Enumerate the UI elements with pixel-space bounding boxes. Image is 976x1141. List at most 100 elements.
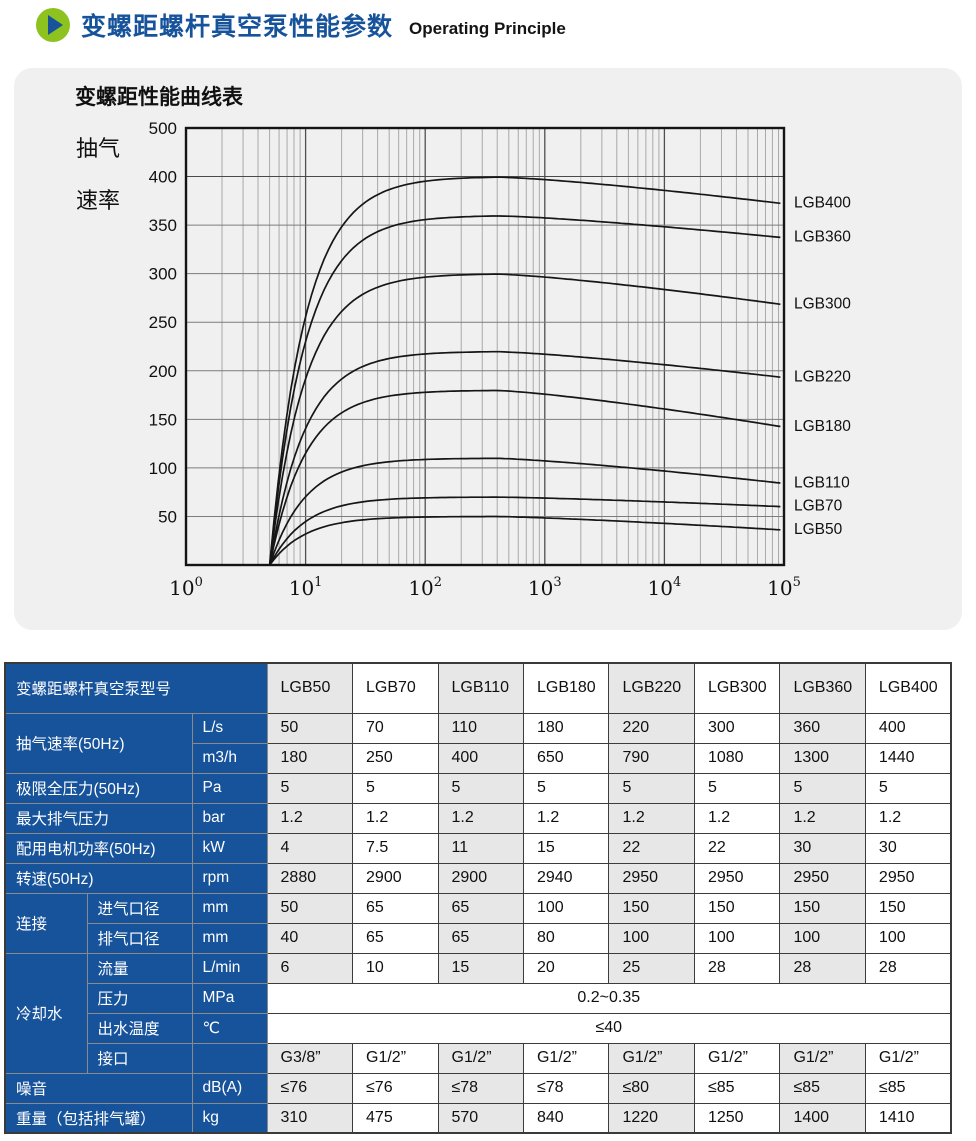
value-cell: 250 — [352, 742, 439, 774]
value-cell: 5 — [693, 772, 781, 804]
row-label-cell: 转速(50Hz) — [4, 862, 193, 894]
value-cell: 150 — [693, 892, 781, 924]
table-row: 最大排气压力 bar 1.2 1.2 1.2 1.2 1.2 1.2 1.2 1.2 — [4, 802, 952, 834]
value-cell: 300 — [693, 712, 781, 744]
model-header-cell: LGB180 — [522, 662, 610, 714]
value-cell: 2900 — [437, 862, 524, 894]
value-cell: 65 — [437, 922, 524, 954]
value-cell: 2950 — [693, 862, 781, 894]
value-cell: 1300 — [779, 742, 866, 774]
table-row: 转速(50Hz) rpm 2880 2900 2900 2940 2950 2950 2950 2… — [4, 862, 952, 894]
value-cell: 30 — [779, 832, 866, 864]
play-circle-icon — [36, 8, 70, 42]
value-cell: 570 — [437, 1102, 524, 1134]
y-tick-label: 350 — [149, 216, 177, 235]
curve-LGB180 — [268, 389, 781, 566]
row-label-cell: rpm — [191, 862, 268, 894]
x-tick-label: 102 — [408, 575, 442, 600]
model-header-cell: LGB400 — [864, 662, 952, 714]
value-cell: 20 — [522, 952, 610, 984]
row-label-cell: L/s — [191, 712, 268, 744]
table-row: 抽气速率(50Hz) L/s 50 70 110 180 220 300 360 400 — [4, 712, 952, 774]
value-cell: 2880 — [266, 862, 354, 894]
table-row: 噪音 dB(A) ≤76 ≤76 ≤78 ≤78 ≤80 ≤85 ≤85 ≤85 — [4, 1072, 952, 1104]
page-header: 变螺距螺杆真空泵性能参数 Operating Principle — [36, 7, 566, 43]
value-cell: G1/2” — [437, 1042, 524, 1074]
value-cell: 5 — [779, 772, 866, 804]
row-label-cell: 最大排气压力 — [4, 802, 193, 834]
value-cell: 150 — [779, 892, 866, 924]
value-cell: ≤78 — [522, 1072, 610, 1104]
y-axis-label: 抽气 — [76, 136, 120, 161]
value-cell: 1220 — [608, 1102, 695, 1134]
curve-LGB360 — [268, 215, 781, 566]
value-cell: 5 — [608, 772, 695, 804]
merged-value-cell: 0.2~0.35 — [266, 982, 952, 1014]
merged-value-cell: ≤40 — [266, 1012, 952, 1044]
value-cell: 100 — [522, 892, 610, 924]
value-cell: 5 — [522, 772, 610, 804]
table-row: 接口 G3/8” G1/2” G1/2” G1/2” G1/2” G1/2” G1/2” G1/… — [5, 1042, 952, 1074]
value-cell: 180 — [266, 742, 354, 774]
table-row: 配用电机功率(50Hz) kW 4 7.5 11 15 22 22 30 30 — [4, 832, 952, 864]
chart-title: 变螺距性能曲线表 — [75, 85, 244, 109]
value-cell: 650 — [522, 742, 610, 774]
row-label-cell: 流量 — [86, 952, 193, 984]
value-cell: ≤85 — [693, 1072, 781, 1104]
value-cell: G3/8” — [266, 1042, 354, 1074]
value-cell: 1250 — [693, 1102, 781, 1134]
row-label-cell: dB(A) — [191, 1072, 268, 1104]
curve-LGB50 — [269, 515, 781, 566]
value-cell: 30 — [864, 832, 952, 864]
table-header-row: 变螺距螺杆真空泵型号 LGB50 LGB70 LGB110 LGB180 LGB220 LG… — [4, 662, 952, 714]
value-cell: 400 — [864, 712, 952, 744]
value-cell: 7.5 — [352, 832, 439, 864]
model-header-cell: LGB70 — [352, 662, 439, 714]
row-label-cell: bar — [191, 802, 268, 834]
value-cell: 22 — [693, 832, 781, 864]
value-cell: ≤80 — [608, 1072, 695, 1104]
value-cell: 1.2 — [522, 802, 610, 834]
value-cell: 1.2 — [352, 802, 439, 834]
row-label-cell: 噪音 — [4, 1072, 193, 1104]
value-cell: ≤85 — [779, 1072, 866, 1104]
value-cell: 50 — [266, 712, 354, 744]
curve-label-LGB180: LGB180 — [794, 418, 851, 435]
row-label-cell: 排气口径 — [86, 922, 193, 954]
row-label-cell: 出水温度 — [86, 1012, 193, 1044]
model-header-cell: LGB50 — [266, 662, 354, 714]
y-tick-label: 250 — [149, 313, 177, 332]
row-label-cell: MPa — [191, 982, 268, 1014]
row-label-cell: 连接 — [4, 892, 88, 954]
row-label-cell: kg — [191, 1102, 268, 1134]
row-label-cell: kW — [191, 832, 268, 864]
page-title-en: Operating Principle — [409, 18, 566, 38]
value-cell: 180 — [522, 712, 610, 744]
value-cell: ≤78 — [437, 1072, 524, 1104]
table-row: 排气口径 mm 40 65 65 80 100 100 100 100 — [5, 922, 952, 954]
value-cell: 6 — [266, 952, 354, 984]
row-label-cell: 冷却水 — [4, 952, 88, 1074]
table-row: 连接 进气口径 mm 50 65 65 100 150 150 150 150 — [4, 892, 952, 954]
value-cell: 11 — [437, 832, 524, 864]
value-cell: 2950 — [608, 862, 695, 894]
table-row: 冷却水 流量 L/min 6 10 15 20 25 28 28 28 — [4, 952, 952, 1074]
value-cell: 5 — [437, 772, 524, 804]
value-cell: 220 — [608, 712, 695, 744]
curve-label-LGB360: LGB360 — [794, 229, 851, 246]
row-label-cell: 重量（包括排气罐） — [4, 1102, 193, 1134]
value-cell: 5 — [864, 772, 952, 804]
plot-border — [184, 126, 786, 567]
y-tick-label: 300 — [149, 265, 177, 284]
row-label-cell: 进气口径 — [86, 892, 193, 924]
x-tick-label: 105 — [767, 575, 801, 600]
row-label-cell: 抽气速率(50Hz) — [4, 712, 193, 774]
table-row: 重量（包括排气罐） kg 310 475 570 840 1220 1250 1400 1410 — [4, 1102, 952, 1134]
value-cell: 150 — [864, 892, 952, 924]
value-cell: 100 — [779, 922, 866, 954]
value-cell: 400 — [437, 742, 524, 774]
value-cell: G1/2” — [608, 1042, 695, 1074]
y-tick-label: 200 — [149, 362, 177, 381]
value-cell: 80 — [522, 922, 610, 954]
value-cell: 1.2 — [779, 802, 866, 834]
